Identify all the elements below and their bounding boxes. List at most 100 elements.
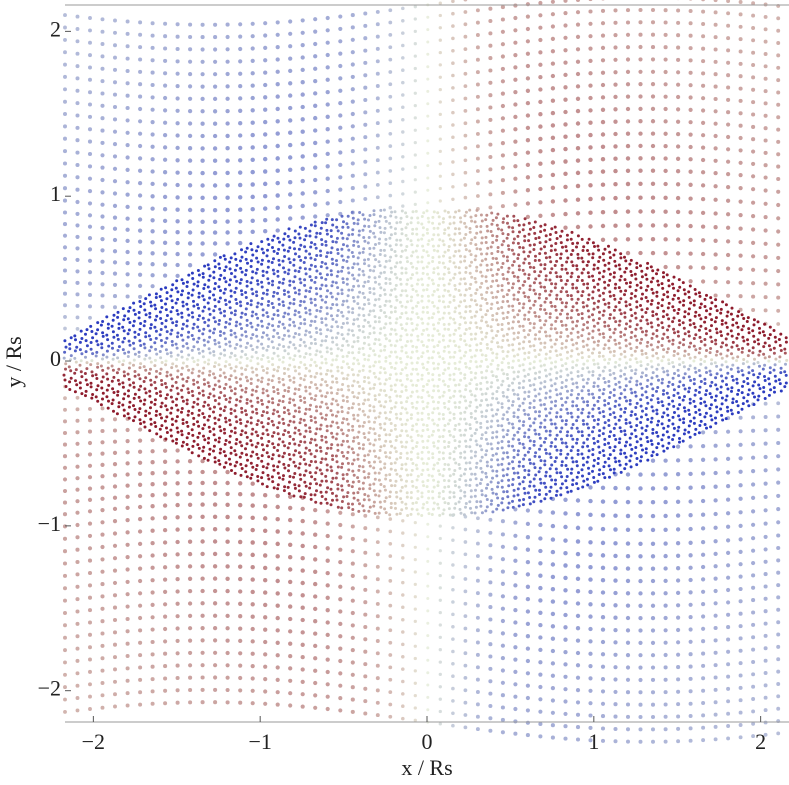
dot bbox=[393, 367, 397, 370]
dot bbox=[201, 355, 205, 359]
dot bbox=[300, 667, 305, 672]
dot bbox=[225, 514, 230, 520]
dot bbox=[384, 433, 388, 437]
dot bbox=[275, 504, 280, 510]
dot bbox=[388, 259, 392, 263]
dot bbox=[275, 57, 280, 62]
dot bbox=[550, 648, 556, 654]
dot bbox=[197, 351, 201, 355]
dot bbox=[588, 71, 593, 76]
dot bbox=[293, 275, 297, 279]
dot bbox=[303, 283, 307, 287]
dot bbox=[325, 77, 330, 82]
dot bbox=[334, 358, 338, 362]
dot bbox=[235, 420, 239, 424]
dot bbox=[400, 390, 404, 394]
dot bbox=[175, 626, 180, 631]
dot bbox=[292, 263, 296, 267]
dot bbox=[763, 401, 768, 406]
dot bbox=[163, 614, 168, 619]
dot bbox=[438, 672, 442, 677]
dot bbox=[738, 636, 743, 641]
dot bbox=[500, 606, 505, 611]
dot bbox=[676, 20, 681, 25]
dot bbox=[218, 345, 222, 349]
dot bbox=[153, 341, 157, 345]
dot bbox=[367, 431, 371, 435]
dot bbox=[262, 516, 268, 521]
dot bbox=[488, 56, 493, 61]
dot bbox=[266, 422, 270, 426]
dot bbox=[112, 215, 118, 220]
dot bbox=[345, 282, 349, 286]
dot bbox=[513, 533, 518, 538]
dot bbox=[426, 646, 430, 650]
dot bbox=[314, 471, 318, 475]
dot bbox=[411, 344, 415, 348]
dot bbox=[265, 485, 269, 489]
dot bbox=[313, 477, 317, 481]
dot bbox=[488, 117, 493, 122]
dot bbox=[138, 106, 143, 112]
dot bbox=[63, 99, 67, 104]
dot bbox=[254, 445, 258, 449]
dot bbox=[185, 436, 189, 440]
dot bbox=[260, 335, 264, 339]
dot bbox=[300, 80, 305, 85]
dot bbox=[350, 368, 354, 372]
dot bbox=[299, 399, 303, 402]
dot bbox=[163, 34, 168, 39]
dot bbox=[320, 355, 324, 359]
dot bbox=[701, 676, 706, 681]
dot bbox=[288, 323, 292, 327]
dot bbox=[283, 270, 287, 274]
dot bbox=[206, 324, 210, 328]
dot bbox=[488, 716, 493, 721]
dot bbox=[218, 462, 222, 466]
dot bbox=[324, 361, 328, 365]
dot bbox=[237, 182, 243, 188]
dot bbox=[330, 431, 334, 435]
dot bbox=[206, 381, 210, 385]
dot bbox=[112, 249, 118, 254]
dot bbox=[176, 369, 180, 373]
dot bbox=[75, 125, 80, 130]
dot bbox=[340, 333, 344, 337]
dot bbox=[138, 407, 142, 411]
dot bbox=[422, 446, 426, 449]
dot bbox=[202, 415, 206, 419]
dot bbox=[187, 108, 193, 114]
dot bbox=[372, 231, 376, 235]
dot bbox=[192, 400, 196, 404]
dot bbox=[63, 623, 67, 628]
dot bbox=[451, 185, 455, 189]
dot bbox=[255, 305, 259, 309]
dot bbox=[575, 59, 581, 64]
dot bbox=[75, 292, 80, 297]
dot bbox=[421, 480, 425, 484]
dot bbox=[250, 34, 255, 39]
dot bbox=[345, 222, 349, 226]
dot bbox=[751, 585, 756, 590]
dot bbox=[287, 155, 293, 160]
dot bbox=[297, 466, 301, 470]
dot bbox=[218, 277, 222, 281]
dot bbox=[378, 305, 382, 309]
dot bbox=[313, 41, 318, 47]
dot bbox=[563, 588, 568, 593]
dot bbox=[329, 503, 333, 507]
dot bbox=[287, 345, 291, 349]
dot bbox=[663, 45, 668, 50]
dot bbox=[763, 454, 768, 460]
dot bbox=[125, 143, 130, 148]
dot bbox=[185, 420, 189, 424]
dot bbox=[398, 238, 402, 242]
dot bbox=[309, 452, 313, 456]
dot bbox=[250, 663, 255, 669]
dot bbox=[388, 541, 393, 546]
dot bbox=[357, 324, 361, 328]
dot bbox=[463, 564, 468, 569]
dot bbox=[375, 651, 380, 656]
dot bbox=[150, 132, 155, 137]
dot bbox=[313, 303, 317, 307]
